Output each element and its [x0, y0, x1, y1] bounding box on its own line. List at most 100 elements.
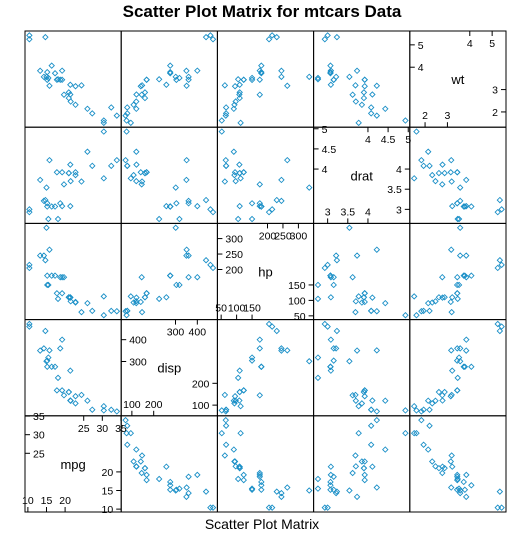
data-point-mpg-vs-wt	[90, 111, 95, 116]
data-point-hp-vs-wt	[257, 77, 262, 82]
data-point-hp-vs-mpg	[238, 431, 243, 436]
data-point-hp-vs-drat	[285, 158, 290, 163]
diagonal-label-drat: drat	[350, 168, 373, 183]
data-point-wt-vs-hp	[414, 313, 419, 318]
data-point-wt-vs-mpg	[448, 459, 453, 464]
data-point-drat-vs-wt	[361, 90, 366, 95]
data-point-drat-vs-disp	[334, 328, 339, 333]
data-point-drat-vs-hp	[370, 295, 375, 300]
panel-frame	[410, 223, 506, 319]
data-point-disp-vs-drat	[208, 207, 213, 212]
data-point-hp-vs-drat	[237, 162, 242, 167]
data-point-wt-vs-hp	[427, 308, 432, 313]
data-point-drat-vs-disp	[315, 355, 320, 360]
data-point-drat-vs-wt	[362, 77, 367, 82]
data-point-disp-vs-hp	[139, 310, 144, 315]
data-point-drat-vs-hp	[353, 299, 358, 304]
data-point-hp-vs-disp	[257, 393, 262, 398]
data-point-wt-vs-disp	[427, 407, 432, 412]
data-point-hp-vs-wt	[238, 120, 243, 125]
data-point-disp-vs-wt	[144, 77, 149, 82]
data-point-hp-vs-disp	[237, 368, 242, 373]
data-point-mpg-vs-wt	[47, 83, 52, 88]
data-point-hp-vs-drat	[238, 176, 243, 181]
data-point-wt-vs-drat	[458, 198, 463, 203]
data-point-disp-vs-hp	[186, 275, 191, 280]
data-point-disp-vs-hp	[168, 273, 173, 278]
data-point-hp-vs-disp	[259, 364, 264, 369]
data-point-disp-vs-drat	[210, 210, 215, 215]
data-point-hp-vs-mpg	[259, 479, 264, 484]
diag-tick-label: 20	[59, 495, 71, 507]
data-point-mpg-vs-drat	[90, 163, 95, 168]
data-point-drat-vs-wt	[334, 35, 339, 40]
data-point-hp-vs-drat	[223, 163, 228, 168]
data-point-wt-vs-disp	[464, 348, 469, 353]
data-point-drat-vs-mpg	[374, 418, 379, 423]
data-point-drat-vs-mpg	[369, 442, 374, 447]
data-point-wt-vs-drat	[464, 177, 469, 182]
data-point-wt-vs-drat	[427, 163, 432, 168]
data-point-disp-vs-drat	[134, 162, 139, 167]
data-point-hp-vs-wt	[249, 75, 254, 80]
diag-tick-label: 5	[418, 40, 424, 52]
data-point-drat-vs-disp	[347, 359, 352, 364]
data-point-mpg-vs-disp	[109, 407, 114, 412]
data-point-hp-vs-drat	[249, 201, 254, 206]
data-point-hp-vs-disp	[238, 404, 243, 409]
panel-frame	[410, 416, 506, 512]
data-point-disp-vs-mpg	[184, 485, 189, 490]
panel-frame	[410, 127, 506, 223]
data-point-hp-vs-drat	[279, 177, 284, 182]
data-point-drat-vs-wt	[328, 63, 333, 68]
data-point-drat-vs-wt	[403, 118, 408, 123]
diag-tick-label: 20	[102, 467, 114, 479]
data-point-disp-vs-wt	[195, 68, 200, 73]
data-point-mpg-vs-wt	[109, 105, 114, 110]
data-point-wt-vs-disp	[455, 388, 460, 393]
diag-tick-label: 5	[489, 38, 495, 50]
data-point-disp-vs-drat	[134, 149, 139, 154]
data-point-wt-vs-hp	[449, 310, 454, 315]
data-point-mpg-vs-drat	[109, 163, 114, 168]
data-point-drat-vs-wt	[370, 92, 375, 97]
data-point-drat-vs-mpg	[369, 423, 374, 428]
data-point-hp-vs-disp	[259, 364, 264, 369]
data-point-disp-vs-mpg	[144, 477, 149, 482]
data-point-wt-vs-disp	[464, 337, 469, 342]
data-point-disp-vs-hp	[164, 295, 169, 300]
data-point-hp-vs-drat	[279, 198, 284, 203]
data-point-wt-vs-hp	[495, 265, 500, 270]
data-point-drat-vs-wt	[383, 106, 388, 111]
data-point-drat-vs-wt	[347, 74, 352, 79]
data-point-mpg-vs-drat	[101, 129, 106, 134]
data-point-mpg-vs-disp	[73, 401, 78, 406]
diag-tick-label: 3	[492, 85, 498, 97]
data-point-wt-vs-drat	[414, 129, 419, 134]
data-point-mpg-vs-wt	[85, 106, 90, 111]
data-point-hp-vs-drat	[233, 179, 238, 184]
data-point-hp-vs-wt	[266, 37, 271, 42]
data-point-drat-vs-mpg	[328, 464, 333, 469]
diag-tick-label: 400	[129, 335, 147, 347]
data-point-wt-vs-drat	[455, 170, 460, 175]
data-point-drat-vs-mpg	[361, 466, 366, 471]
data-point-mpg-vs-drat	[66, 170, 71, 175]
diag-tick-label: 15	[102, 486, 114, 498]
data-point-disp-vs-drat	[184, 158, 189, 163]
data-point-drat-vs-wt	[359, 102, 364, 107]
diag-tick-label: 30	[96, 423, 108, 435]
data-point-wt-vs-hp	[458, 225, 463, 230]
data-point-hp-vs-drat	[231, 149, 236, 154]
data-point-disp-vs-hp	[203, 258, 208, 263]
diag-tick-label: 4	[396, 164, 402, 176]
data-point-hp-vs-wt	[223, 105, 228, 110]
diag-tick-label: 300	[129, 356, 147, 368]
data-point-wt-vs-mpg	[464, 494, 469, 499]
data-point-hp-vs-disp	[274, 328, 279, 333]
diag-tick-label: 25	[78, 423, 90, 435]
data-point-drat-vs-mpg	[347, 488, 352, 493]
data-point-hp-vs-mpg	[222, 453, 227, 458]
diag-tick-label: 100	[123, 399, 141, 411]
data-point-hp-vs-wt	[307, 74, 312, 79]
